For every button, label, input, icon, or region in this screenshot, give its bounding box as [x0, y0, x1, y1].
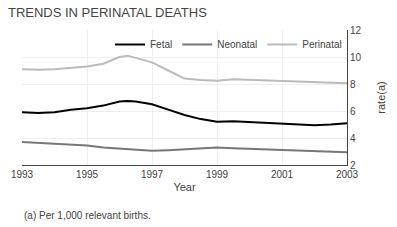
svg-text:8: 8 [350, 79, 356, 90]
svg-text:Fetal: Fetal [150, 39, 172, 50]
svg-text:Neonatal: Neonatal [217, 39, 257, 50]
svg-text:TRENDS IN PERINATAL DEATHS: TRENDS IN PERINATAL DEATHS [8, 5, 207, 20]
svg-text:(a) Per 1,000 relevant births.: (a) Per 1,000 relevant births. [24, 210, 151, 221]
svg-text:12: 12 [350, 25, 362, 36]
svg-text:2001: 2001 [271, 169, 294, 180]
svg-text:1997: 1997 [141, 169, 164, 180]
svg-text:1995: 1995 [76, 169, 99, 180]
svg-text:2: 2 [350, 160, 356, 171]
svg-text:1993: 1993 [11, 169, 34, 180]
svg-text:Year: Year [173, 181, 196, 193]
svg-text:Perinatal: Perinatal [302, 39, 341, 50]
svg-text:4: 4 [350, 133, 356, 144]
svg-text:rate(a): rate(a) [375, 81, 387, 113]
svg-text:6: 6 [350, 106, 356, 117]
svg-text:1999: 1999 [206, 169, 229, 180]
svg-text:10: 10 [350, 52, 362, 63]
svg-text:2003: 2003 [336, 169, 359, 180]
